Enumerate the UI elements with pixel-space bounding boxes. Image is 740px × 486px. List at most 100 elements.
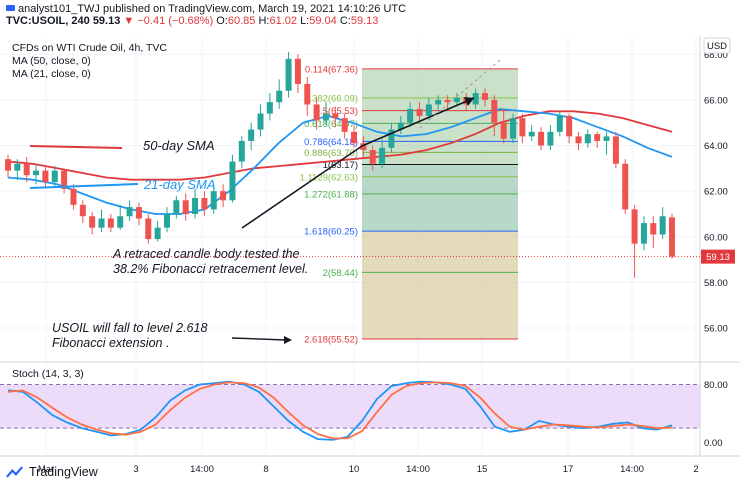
footer-brand: TradingView — [29, 465, 98, 479]
arrowhead-icon — [464, 97, 474, 106]
candle-body — [612, 136, 619, 164]
candle-body — [313, 104, 320, 121]
candle-body — [650, 223, 657, 235]
legend-ma21: MA (21, close, 0) — [12, 68, 91, 80]
candle-body — [322, 113, 329, 121]
candle-body — [510, 118, 517, 139]
candle-body — [472, 93, 479, 105]
candle-body — [538, 131, 545, 146]
ma50-label: 50-day SMA — [143, 138, 215, 153]
candle-body — [229, 161, 236, 201]
fib-zone — [362, 231, 518, 273]
legend-ma50: MA (50, close, 0) — [12, 55, 91, 67]
high-value: 61.02 — [269, 15, 297, 27]
candle-body — [369, 150, 376, 164]
candle-body — [341, 118, 348, 132]
tradingview-icon — [6, 5, 15, 11]
time-tick-label: 3 — [133, 464, 138, 475]
price-pane[interactable] — [0, 36, 700, 362]
fall-note-line2: Fibonacci extension . — [52, 336, 169, 350]
time-tick-label: 8 — [263, 464, 268, 475]
candle-body — [135, 207, 142, 219]
candle-body — [117, 216, 124, 228]
retrace-note-line1: A retraced candle body tested the — [112, 247, 300, 261]
candle-body — [163, 213, 170, 228]
fib-level-label: 0.618(64.97) — [304, 119, 358, 130]
fib-level-label: 0.886(63.70) — [304, 148, 358, 159]
stoch-tick-label: 80.00 — [704, 380, 728, 391]
price-tick-label: 64.00 — [704, 141, 728, 152]
candle-body — [491, 99, 498, 123]
candle-body — [575, 136, 582, 144]
fall-note-line1: USOIL will fall to level 2.618 — [52, 321, 207, 335]
close-value: 59.13 — [350, 15, 379, 27]
currency-button[interactable] — [703, 37, 731, 54]
price-change: ▼ −0.41 (−0.68%) — [123, 15, 214, 27]
last-price-tag — [701, 249, 735, 264]
candle-body — [425, 104, 432, 116]
candle-body — [210, 191, 217, 210]
footer: TradingView — [6, 463, 98, 481]
publisher-line: analyst101_TWJ published on TradingView.… — [6, 3, 406, 15]
candle-body — [126, 207, 133, 217]
last-price-tag-text: 59.13 — [706, 252, 730, 263]
ma21-annotation-line[interactable] — [29, 183, 139, 189]
fib-level-label: 0.5(65.53) — [315, 106, 358, 117]
candle-body — [631, 209, 638, 244]
trend-arrow-line-2[interactable] — [361, 97, 475, 147]
candle-body — [397, 122, 404, 130]
trend-arrow-line[interactable] — [241, 145, 363, 229]
candle-body — [220, 191, 227, 201]
high-label: H: — [258, 15, 270, 27]
candle-body — [453, 97, 460, 103]
candle-body — [444, 99, 451, 103]
time-tick-label: 10 — [349, 464, 360, 475]
symbol: TVC:USOIL, 240 — [6, 15, 90, 27]
candle-body — [192, 198, 199, 214]
candle-body — [388, 129, 395, 148]
candle-body — [351, 131, 358, 144]
time-tick-label: 2 — [693, 464, 698, 475]
candle-body — [528, 131, 535, 137]
candle-body — [360, 143, 367, 151]
time-tick-label: Mar — [38, 464, 54, 475]
candle-body — [145, 218, 152, 240]
candle-body — [416, 109, 423, 116]
candle-body — [594, 134, 601, 141]
fib-level-label: 2.618(55.52) — [304, 335, 358, 346]
price-tick-label: 56.00 — [704, 324, 728, 335]
price-tick-label: 66.00 — [704, 95, 728, 106]
time-tick-label: 14:00 — [406, 464, 430, 475]
candles — [5, 51, 675, 278]
time-tick-label: 15 — [477, 464, 488, 475]
fib-level-label: 0.786(64.18) — [304, 137, 358, 148]
candle-body — [659, 216, 666, 235]
retrace-note-line2: 38.2% Fibonacci retracement level. — [113, 262, 308, 276]
legend-stoch: Stoch (14, 3, 3) — [12, 368, 84, 380]
ma50-annotation-line[interactable] — [29, 145, 123, 149]
fib-level-label: 1.272(61.88) — [304, 189, 358, 200]
fall-arrow-line[interactable] — [231, 337, 287, 341]
candle-body — [500, 122, 507, 139]
chart-header: analyst101_TWJ published on TradingView.… — [0, 0, 740, 27]
price-tick-label: 58.00 — [704, 278, 728, 289]
fall-arrowhead-icon — [284, 336, 292, 344]
time-tick-label: 14:00 — [620, 464, 644, 475]
stoch-d-line — [7, 381, 673, 440]
axes: 56.00 58.00 60.00 62.00 64.00 66.00 68.00 Mar 3 1… — [38, 50, 728, 475]
legend-title: CFDs on WTI Crude Oil, 4h, TVC — [12, 42, 167, 54]
candle-body — [519, 118, 526, 137]
fib-level-label: 0.114(67.36) — [305, 64, 358, 75]
low-value: 59.04 — [309, 15, 337, 27]
stoch-tick-label: 0.00 — [704, 438, 723, 449]
fib-zone — [362, 68, 518, 98]
candle-body — [332, 113, 339, 119]
time-tick-label: 14:00 — [190, 464, 214, 475]
candle-body — [566, 115, 573, 137]
price-tick-label: 60.00 — [704, 232, 728, 243]
fib-zone — [362, 193, 518, 232]
candle-body — [89, 216, 96, 228]
candle-body — [51, 170, 58, 183]
stoch-band — [0, 384, 700, 429]
